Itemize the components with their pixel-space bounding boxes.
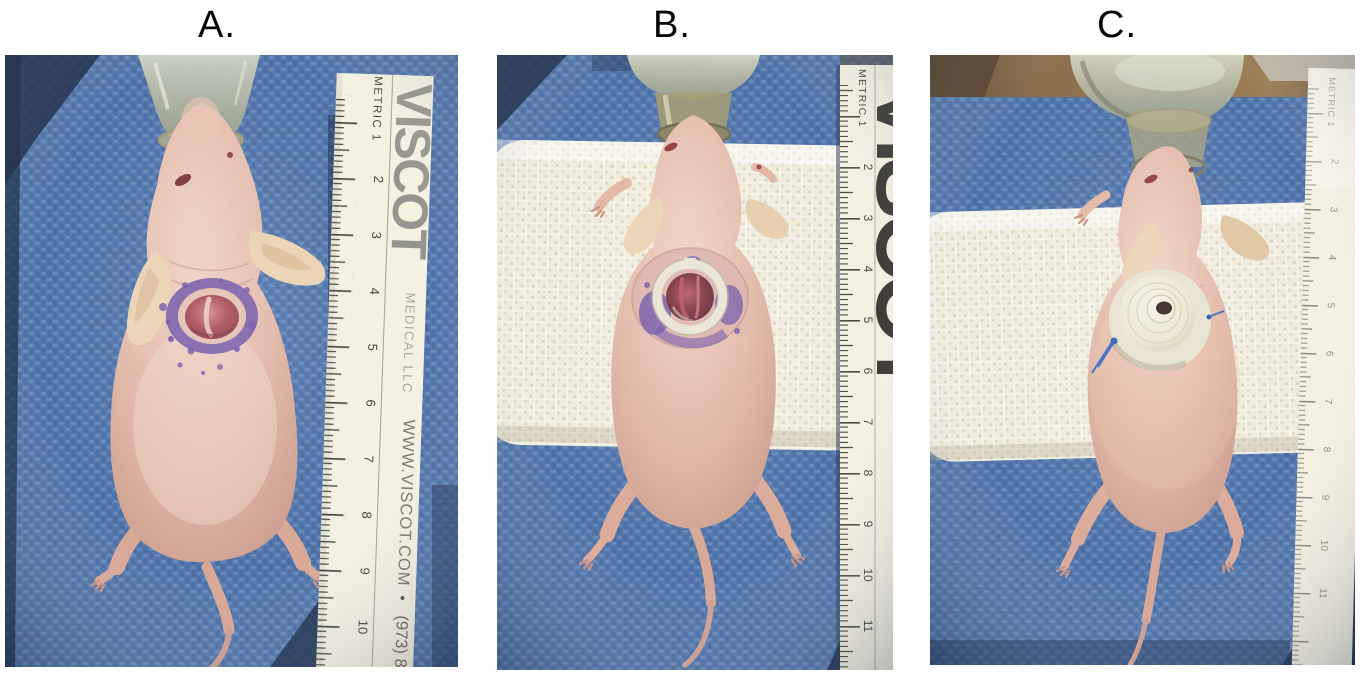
panel-label-a: A.	[198, 4, 236, 46]
photo-panel-b: METRIC 1 2 3 4 5 6 7 8 9 10 11 VISCOT	[497, 55, 893, 670]
panel-label-b: B.	[653, 4, 691, 46]
photo-vignette	[930, 55, 1355, 665]
photo-vignette	[497, 55, 893, 670]
panel-label-c: C.	[1097, 4, 1137, 46]
photo-panel-a: METRIC 1 2 3 4 5 6 7 8 9 10 VISCOT MEDIC…	[5, 55, 458, 667]
photo-panel-c: METRIC 1 2 3 4 5 6 7 8 9 10 11	[930, 55, 1355, 665]
photo-vignette	[5, 55, 458, 667]
